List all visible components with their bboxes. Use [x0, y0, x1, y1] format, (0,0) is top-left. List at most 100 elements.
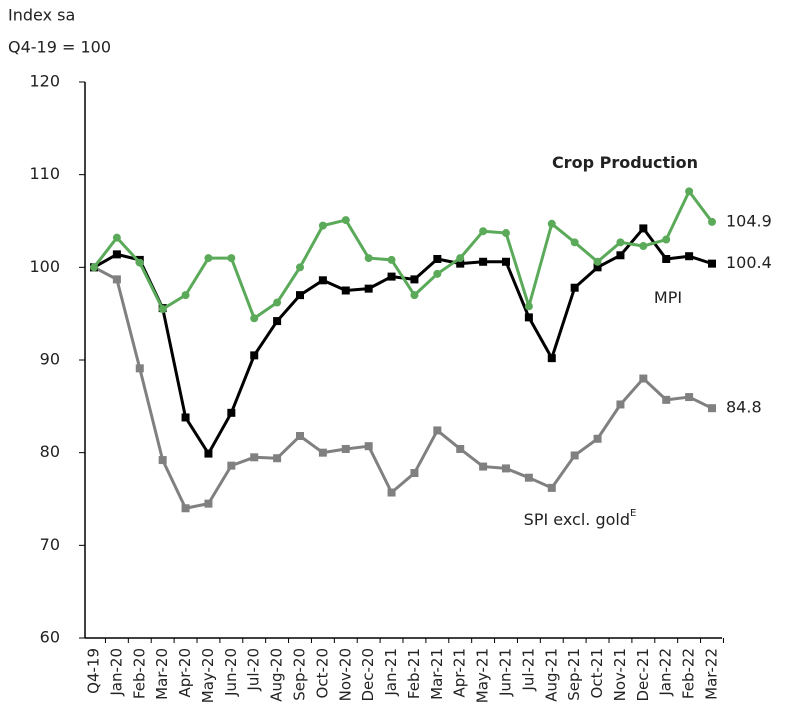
point — [479, 227, 488, 236]
point — [479, 257, 488, 266]
legend-label: SPI excl. goldE — [524, 508, 637, 529]
x-tick-label: Jun-21 — [497, 648, 515, 697]
point — [227, 461, 236, 470]
x-tick-label: May-21 — [474, 648, 492, 703]
point — [662, 235, 671, 244]
point — [616, 251, 625, 260]
point — [524, 473, 533, 482]
x-tick-label: Jun-20 — [222, 648, 240, 697]
x-tick-label: Sep-20 — [291, 648, 309, 701]
point — [341, 444, 350, 453]
legend-name: Crop Production — [552, 153, 698, 172]
legend-name: SPI excl. gold — [524, 510, 630, 529]
point — [364, 254, 373, 263]
point — [708, 217, 716, 226]
point — [158, 456, 167, 465]
y-tick-label: 120 — [29, 72, 60, 91]
x-tick-label: Nov-20 — [336, 648, 354, 701]
point — [433, 269, 442, 278]
point — [250, 314, 259, 323]
legend-label: MPI — [654, 288, 682, 307]
point — [112, 275, 121, 284]
point — [639, 374, 648, 383]
point — [410, 275, 419, 284]
point — [364, 284, 373, 293]
point — [639, 224, 648, 233]
point — [410, 469, 419, 478]
series-line — [93, 266, 713, 510]
x-tick-label: Nov-21 — [611, 648, 629, 701]
point — [708, 404, 716, 413]
point — [227, 408, 236, 417]
x-tick-label: Jul-20 — [245, 648, 263, 692]
x-tick-label: Dec-20 — [359, 648, 377, 702]
y-tick-label: 70 — [40, 535, 60, 554]
point — [685, 393, 694, 402]
point — [135, 258, 144, 267]
point — [502, 229, 510, 238]
point — [593, 434, 602, 443]
x-tick-label: Jan-20 — [107, 648, 125, 697]
x-tick-label: Apr-21 — [451, 648, 469, 698]
point — [387, 255, 396, 264]
point — [296, 291, 304, 300]
x-tick-label: Q4-19 — [85, 648, 103, 694]
point — [250, 453, 259, 462]
point — [112, 233, 121, 242]
point — [318, 448, 327, 457]
point — [570, 451, 579, 460]
y-axis-label: Q4-19 = 100 — [8, 38, 111, 57]
x-tick-label: Dec-21 — [634, 648, 652, 702]
point — [593, 263, 602, 272]
legend-name: MPI — [654, 288, 682, 307]
point — [90, 263, 98, 272]
y-tick-label: 110 — [29, 164, 60, 183]
point — [456, 259, 465, 268]
x-tick-label: Sep-21 — [565, 648, 583, 701]
x-tick-label: Feb-20 — [130, 648, 148, 699]
x-tick-label: Apr-20 — [176, 648, 194, 698]
point — [456, 444, 465, 453]
x-tick-label: Mar-20 — [153, 648, 171, 700]
point — [181, 504, 190, 513]
point — [296, 431, 304, 440]
x-tick-label: Jan-22 — [657, 648, 675, 697]
point — [273, 317, 282, 326]
point — [662, 254, 671, 263]
legend-note: E — [630, 508, 636, 519]
point — [273, 298, 282, 307]
point — [570, 283, 579, 292]
point — [502, 257, 510, 266]
x-tick-label: Jul-21 — [519, 648, 537, 692]
point — [616, 400, 625, 409]
x-tick-label: Aug-21 — [542, 648, 560, 702]
point — [708, 259, 716, 268]
point — [524, 302, 533, 311]
x-tick-label: May-20 — [199, 648, 217, 703]
x-tick-label: Mar-22 — [703, 648, 721, 700]
point — [524, 313, 533, 322]
x-tick-label: Oct-20 — [313, 648, 331, 698]
x-tick-label: Feb-21 — [405, 648, 423, 699]
legend-label: Crop Production — [552, 153, 698, 172]
point — [570, 238, 579, 247]
point — [341, 286, 350, 295]
point — [273, 454, 282, 463]
point — [685, 252, 694, 261]
point — [204, 449, 213, 458]
end-label: 84.8 — [726, 398, 762, 417]
y-tick-label: 100 — [29, 257, 60, 276]
point — [387, 272, 396, 281]
point — [181, 413, 190, 422]
point — [112, 250, 121, 259]
point — [387, 488, 396, 497]
point — [296, 263, 304, 272]
y-axis-label: Index sa — [8, 6, 75, 25]
point — [181, 291, 190, 300]
point — [250, 351, 259, 360]
point — [410, 291, 419, 300]
point — [135, 364, 144, 373]
point — [341, 216, 350, 225]
y-tick-label: 90 — [40, 350, 60, 369]
x-tick-label: Oct-21 — [588, 648, 606, 698]
